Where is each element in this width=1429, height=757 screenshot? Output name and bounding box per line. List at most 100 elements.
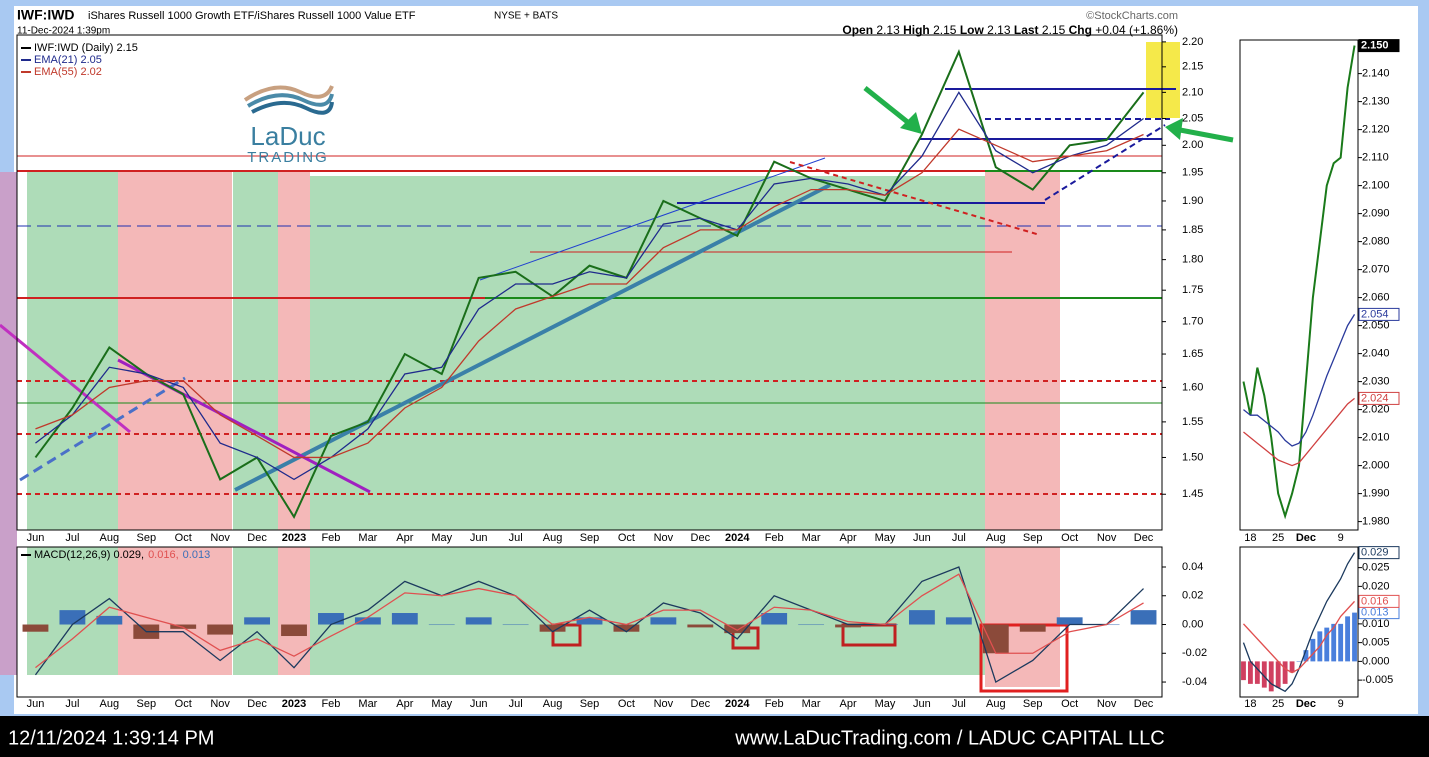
histogram-bar (59, 610, 86, 625)
histogram-bar (96, 615, 123, 625)
legend-label: IWF:IWD (Daily) 2.15 (34, 42, 138, 54)
highlight (1146, 42, 1180, 118)
series-line (35, 573, 1144, 669)
legend-label: MACD(12,26,9) 0.029, (34, 549, 144, 561)
shade (278, 547, 310, 675)
histogram-bar (945, 617, 972, 625)
histogram-bar (1282, 661, 1288, 684)
histogram-bar (1303, 650, 1309, 662)
histogram-bar (391, 613, 418, 625)
x-tick-label: Oct (1061, 698, 1078, 710)
y-tick-label: 0.00 (1182, 618, 1203, 630)
legend-label: EMA(55) 2.02 (34, 66, 102, 78)
x-tick-label: Dec (1296, 532, 1316, 544)
x-tick-label: Jun (913, 698, 931, 710)
x-tick-label: Oct (175, 532, 192, 544)
x-tick-label: Feb (765, 532, 784, 544)
last-value-label: 0.016 (1361, 595, 1389, 607)
quote-label: Low (960, 23, 985, 37)
histogram-bar (539, 624, 566, 632)
histogram-bar (1241, 661, 1246, 681)
y-tick-label: 2.050 (1362, 320, 1390, 332)
histogram-bar (170, 624, 197, 629)
legend-label: 0.013 (183, 549, 211, 561)
x-tick-label: Mar (358, 698, 377, 710)
last-value-label: 2.024 (1361, 392, 1389, 404)
x-tick-label: Apr (396, 698, 413, 710)
symbol: IWF:IWD (17, 7, 75, 23)
series-line (35, 91, 1144, 481)
x-tick-label: Aug (986, 532, 1006, 544)
shade (118, 547, 232, 675)
last-value-box (1358, 391, 1400, 405)
x-tick-label: 25 (1272, 698, 1284, 710)
y-tick-label: 2.030 (1362, 376, 1390, 388)
x-tick-label: Feb (765, 698, 784, 710)
shade (310, 547, 985, 675)
x-tick-label: Sep (1023, 532, 1043, 544)
source: ©StockCharts.com (1086, 10, 1178, 22)
y-tick-label: 2.00 (1182, 139, 1203, 151)
y-tick-label: 1.70 (1182, 316, 1203, 328)
footer-credit: www.LaDucTrading.com / LADUC CAPITAL LLC (734, 727, 1164, 749)
logo-name: LaDuc (250, 121, 325, 151)
y-tick-label: 1.65 (1182, 348, 1203, 360)
series-line (1243, 397, 1355, 467)
x-tick-label: Aug (100, 698, 120, 710)
y-tick-label: 0.04 (1182, 561, 1203, 573)
y-tick-label: 0.020 (1362, 580, 1390, 592)
shade (310, 176, 985, 530)
x-tick-label: Jun (27, 698, 45, 710)
histogram-bar (1247, 661, 1253, 684)
shade (118, 172, 232, 530)
last-value-label: 0.013 (1361, 607, 1389, 619)
x-tick-label: 18 (1244, 698, 1256, 710)
last-value-box (1358, 307, 1400, 321)
shade (233, 547, 278, 675)
x-tick-label: Dec (691, 698, 711, 710)
y-tick-label: 1.980 (1362, 516, 1390, 528)
x-tick-label: Aug (986, 698, 1006, 710)
x-tick-label: Jul (65, 698, 79, 710)
y-tick-label: -0.005 (1362, 674, 1393, 686)
quote-label: Last (1014, 23, 1039, 37)
x-tick-label: Jul (65, 532, 79, 544)
x-tick-label: Jun (913, 532, 931, 544)
y-tick-label: 2.130 (1362, 96, 1390, 108)
plot-area (16, 546, 1163, 698)
quote-label: High (903, 23, 930, 37)
histogram-bar (318, 613, 344, 625)
y-tick-label: 2.060 (1362, 292, 1390, 304)
x-tick-label: May (875, 532, 896, 544)
y-tick-label: 1.95 (1182, 167, 1203, 179)
histogram-bar (1289, 661, 1295, 673)
quote-value: 2.13 (876, 23, 900, 37)
histogram-bar (798, 624, 825, 626)
y-tick-label: 0.010 (1362, 618, 1390, 630)
series-line (34, 566, 1144, 684)
x-tick-label: Jul (952, 698, 966, 710)
last-value-box (1358, 39, 1400, 53)
histogram-bar (207, 624, 234, 635)
footer-time: 12/11/2024 1:39:14 PM (8, 727, 214, 749)
x-tick-label: Dec (1134, 532, 1154, 544)
y-tick-label: 0.005 (1362, 637, 1390, 649)
x-tick-label: Feb (321, 532, 340, 544)
y-tick-label: 1.85 (1182, 224, 1203, 236)
x-tick-label: Jul (509, 698, 523, 710)
histogram-bar (1338, 623, 1344, 662)
histogram-bar (502, 624, 529, 626)
y-tick-label: 2.15 (1182, 61, 1203, 73)
histogram-bar (1331, 623, 1337, 662)
x-tick-label: Nov (1097, 532, 1117, 544)
histogram-bar (1310, 638, 1316, 662)
histogram-bar (761, 613, 788, 625)
last-value-box (1358, 546, 1400, 560)
x-tick-label: Dec (1296, 698, 1316, 710)
y-tick-label: 1.55 (1182, 416, 1203, 428)
histogram-bar (724, 624, 751, 634)
plot-area (16, 34, 1163, 531)
exchange: NYSE + BATS (494, 11, 558, 22)
x-tick-label: Aug (543, 698, 563, 710)
histogram-bar (613, 624, 640, 632)
